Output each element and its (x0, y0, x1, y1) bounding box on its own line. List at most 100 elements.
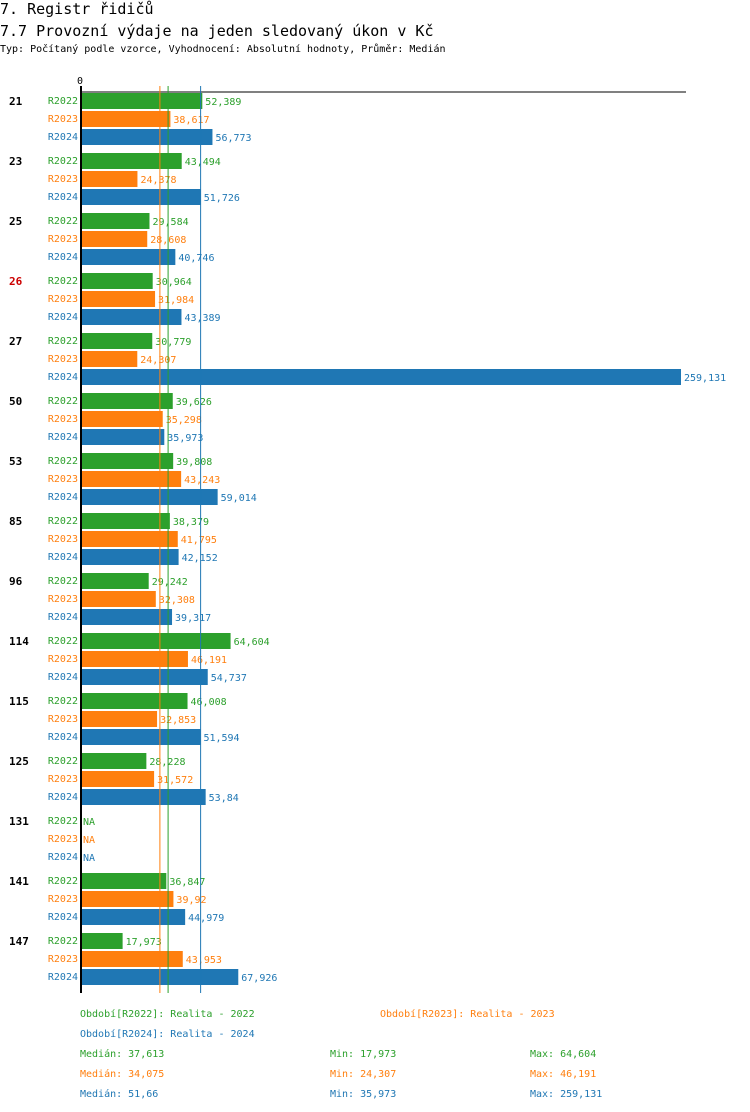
data-label: 17,973 (126, 937, 162, 948)
series-label: R2024 (48, 552, 78, 563)
bar-chart: 0 21 R2022 52,389 R2023 38,617 R2024 56,773 23 R2… (9, 76, 726, 993)
series-label: R2023 (48, 354, 78, 365)
chart-description: Typ: Počítaný podle vzorce, Vyhodnocení:… (0, 44, 446, 55)
bar (81, 111, 171, 127)
series-label: R2023 (48, 714, 78, 725)
series-label: R2024 (48, 492, 78, 503)
bar (81, 471, 182, 487)
bar (81, 411, 163, 427)
data-label: 43,494 (185, 157, 221, 168)
data-label: 46,008 (191, 697, 227, 708)
data-label: 39,317 (175, 613, 211, 624)
bar (81, 273, 153, 289)
category-label: 23 (9, 155, 22, 168)
series-label: R2022 (48, 276, 78, 287)
series-label: R2022 (48, 336, 78, 347)
bar (81, 891, 174, 907)
series-label: R2022 (48, 516, 78, 527)
bar (81, 933, 123, 949)
data-label: 35,973 (167, 433, 203, 444)
series-label: R2024 (48, 192, 78, 203)
series-label: R2024 (48, 852, 78, 863)
bar (81, 669, 208, 685)
bar (81, 513, 170, 529)
series-label: R2022 (48, 216, 78, 227)
chart-title: 7.7 Provozní výdaje na jeden sledovaný ú… (0, 22, 434, 40)
data-label: 59,014 (221, 493, 257, 504)
bar (81, 951, 183, 967)
series-label: R2023 (48, 174, 78, 185)
series-label: R2022 (48, 396, 78, 407)
category-label: 115 (9, 695, 29, 708)
bar (81, 729, 201, 745)
data-label: 38,379 (173, 517, 209, 528)
data-label: 39,808 (176, 457, 212, 468)
category-label: 125 (9, 755, 29, 768)
data-label: NA (83, 835, 95, 846)
category-label: 50 (9, 395, 22, 408)
category-label: 27 (9, 335, 22, 348)
category-label: 25 (9, 215, 22, 228)
series-label: R2023 (48, 234, 78, 245)
bar (81, 651, 188, 667)
data-label: 24,307 (140, 355, 176, 366)
data-label: 43,243 (184, 475, 220, 486)
category-label: 53 (9, 455, 22, 468)
series-label: R2024 (48, 432, 78, 443)
series-label: R2022 (48, 756, 78, 767)
category-label: 114 (9, 635, 29, 648)
data-label: 46,191 (191, 655, 227, 666)
bar (81, 129, 213, 145)
bar (81, 771, 155, 787)
bar (81, 531, 178, 547)
series-label: R2023 (48, 954, 78, 965)
data-label: 43,953 (186, 955, 222, 966)
x-axis-zero-label: 0 (77, 76, 83, 87)
legend-min-r2023: Min: 24,307 (330, 1069, 397, 1080)
legend-max-r2024: Max: 259,131 (530, 1089, 603, 1100)
category-label: 85 (9, 515, 22, 528)
legend-period-r2022: Období[R2022]: Realita - 2022 (80, 1009, 255, 1020)
series-label: R2023 (48, 414, 78, 425)
data-label: 35,298 (166, 415, 202, 426)
series-label: R2024 (48, 972, 78, 983)
bar (81, 333, 153, 349)
data-label: 52,389 (205, 97, 241, 108)
section-title: 7. Registr řidičů (0, 0, 154, 18)
data-label: 51,594 (203, 733, 239, 744)
data-label: 41,795 (181, 535, 217, 546)
series-label: R2023 (48, 114, 78, 125)
bar (81, 909, 186, 925)
series-label: R2024 (48, 252, 78, 263)
series-label: R2022 (48, 816, 78, 827)
data-label: 44,979 (188, 913, 224, 924)
data-label: NA (83, 853, 95, 864)
data-label: 40,746 (178, 253, 214, 264)
data-label: 28,228 (149, 757, 185, 768)
data-label: 54,737 (211, 673, 247, 684)
series-label: R2024 (48, 732, 78, 743)
series-label: R2023 (48, 774, 78, 785)
data-label: 43,389 (184, 313, 220, 324)
bar (81, 609, 173, 625)
bar (81, 789, 206, 805)
series-label: R2022 (48, 456, 78, 467)
bar (81, 249, 176, 265)
bar (81, 213, 150, 229)
series-label: R2023 (48, 654, 78, 665)
bar (81, 489, 218, 505)
legend-period-r2024: Období[R2024]: Realita - 2024 (80, 1029, 255, 1040)
bar (81, 573, 149, 589)
category-label: 26 (9, 275, 23, 288)
data-label: 51,726 (204, 193, 240, 204)
series-label: R2022 (48, 876, 78, 887)
legend-max-r2023: Max: 46,191 (530, 1069, 597, 1080)
bar (81, 93, 203, 109)
data-label: 39,626 (176, 397, 212, 408)
data-label: 30,964 (156, 277, 192, 288)
series-label: R2022 (48, 156, 78, 167)
data-label: 31,984 (158, 295, 194, 306)
data-label: NA (83, 817, 95, 828)
series-label: R2023 (48, 294, 78, 305)
bar (81, 711, 158, 727)
